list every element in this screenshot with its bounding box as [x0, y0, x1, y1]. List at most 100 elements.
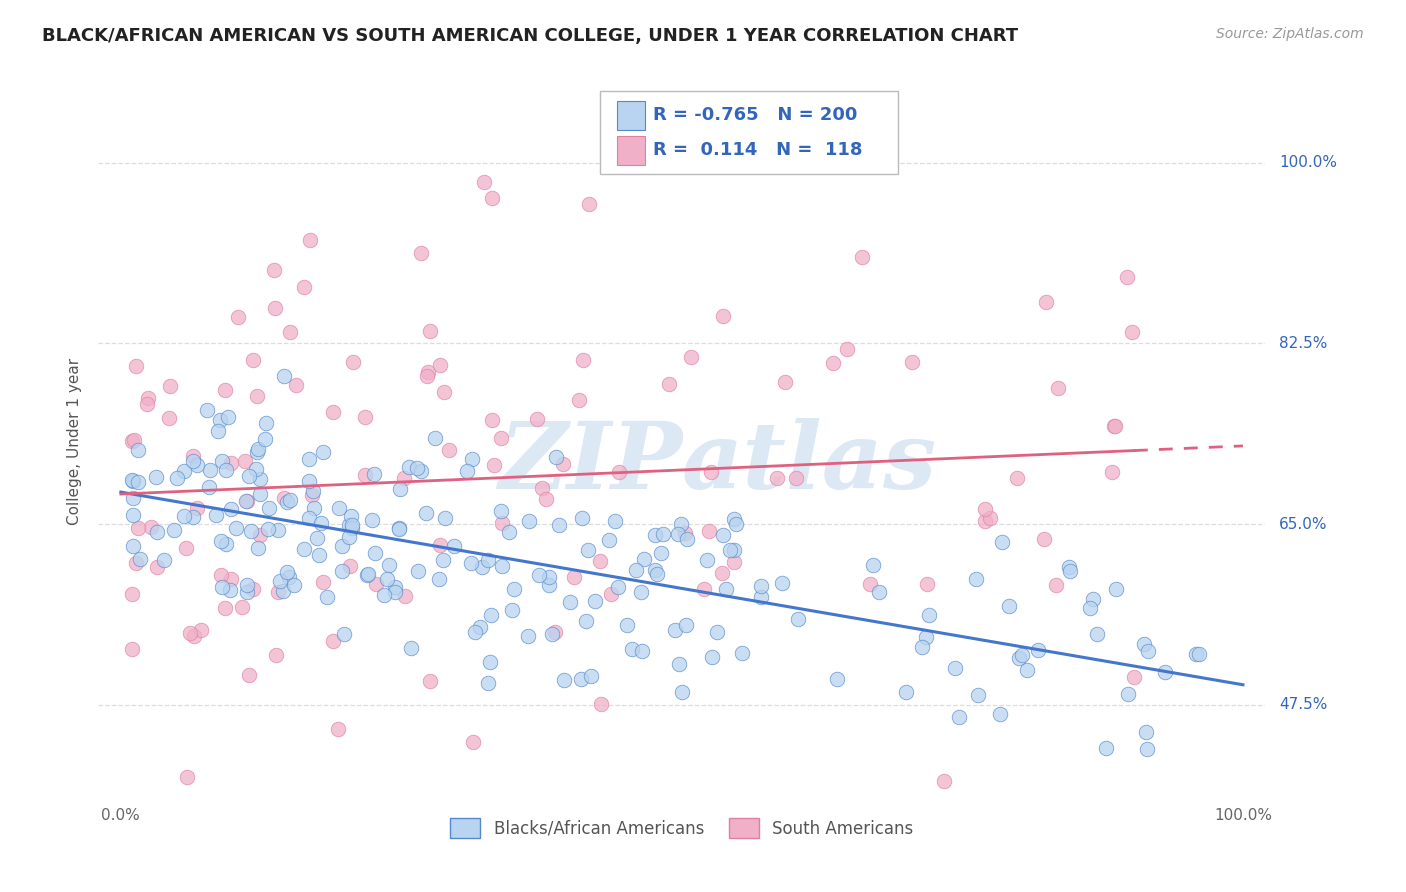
Point — [214, 600, 236, 615]
Point — [696, 553, 718, 567]
Point — [246, 541, 269, 556]
Point — [173, 508, 195, 523]
Point — [572, 353, 595, 368]
Point — [145, 525, 167, 540]
Point — [519, 514, 541, 528]
Point — [434, 510, 457, 524]
Point — [1133, 637, 1156, 651]
Point — [198, 480, 221, 494]
Point — [249, 487, 271, 501]
Point — [579, 668, 602, 682]
Point — [273, 491, 295, 505]
Point — [991, 535, 1014, 549]
Point — [183, 510, 205, 524]
Point — [1033, 532, 1056, 546]
Point — [526, 412, 548, 426]
Point — [1136, 643, 1159, 657]
Point — [283, 577, 305, 591]
Point — [337, 530, 360, 544]
Point — [630, 585, 652, 599]
Point — [1008, 650, 1031, 665]
Point — [308, 548, 330, 562]
Text: BLACK/AFRICAN AMERICAN VS SOUTH AMERICAN COLLEGE, UNDER 1 YEAR CORRELATION CHART: BLACK/AFRICAN AMERICAN VS SOUTH AMERICAN… — [42, 27, 1018, 45]
Point — [1188, 647, 1211, 661]
Point — [481, 413, 503, 427]
Point — [633, 552, 655, 566]
Point — [267, 584, 290, 599]
Point — [292, 542, 315, 557]
Point — [723, 511, 745, 525]
Point — [479, 608, 502, 623]
Point — [238, 469, 260, 483]
Point — [851, 250, 873, 264]
Point — [218, 582, 240, 597]
Point — [246, 445, 269, 459]
Point — [419, 324, 441, 338]
Point — [1005, 471, 1028, 485]
Point — [418, 365, 440, 379]
Point — [551, 457, 574, 471]
Point — [1121, 325, 1143, 339]
Text: 65.0%: 65.0% — [1279, 516, 1327, 532]
Point — [859, 576, 882, 591]
Point — [311, 445, 333, 459]
Point — [713, 309, 735, 323]
Point — [616, 618, 638, 632]
Point — [894, 685, 917, 699]
Point — [498, 525, 520, 540]
Point — [298, 511, 321, 525]
Point — [1104, 418, 1126, 433]
Point — [548, 518, 571, 533]
Point — [676, 533, 699, 547]
Point — [1078, 600, 1101, 615]
Point — [122, 491, 145, 505]
Point — [731, 646, 754, 660]
Point — [301, 488, 323, 502]
Point — [214, 537, 236, 551]
Point — [482, 458, 505, 472]
Point — [479, 655, 502, 669]
Point — [1105, 582, 1128, 597]
Text: atlas: atlas — [682, 418, 938, 508]
Point — [364, 546, 387, 560]
Point — [437, 442, 460, 457]
Point — [645, 566, 668, 581]
Point — [658, 377, 681, 392]
Point — [607, 465, 630, 479]
Point — [236, 585, 259, 599]
Point — [918, 607, 941, 622]
Point — [267, 524, 290, 538]
Point — [706, 625, 728, 640]
Point — [1017, 663, 1039, 677]
Point — [934, 773, 956, 788]
Point — [238, 668, 260, 682]
Point — [477, 676, 499, 690]
Point — [356, 568, 378, 582]
Point — [408, 564, 430, 578]
Point — [599, 587, 621, 601]
Point — [378, 558, 401, 573]
Point — [271, 583, 294, 598]
Point — [340, 517, 363, 532]
Point — [200, 462, 222, 476]
Point — [214, 463, 236, 477]
Point — [209, 568, 232, 582]
Point — [405, 461, 427, 475]
Point — [699, 524, 721, 538]
Point — [354, 467, 377, 482]
Point — [298, 451, 321, 466]
Point — [298, 233, 321, 247]
Point — [568, 392, 591, 407]
Point — [157, 411, 180, 425]
Point — [219, 502, 242, 516]
Point — [121, 473, 143, 487]
Point — [471, 560, 494, 574]
Point — [464, 624, 486, 639]
Point — [503, 582, 526, 597]
Point — [121, 540, 143, 554]
Point — [257, 501, 280, 516]
Point — [354, 409, 377, 424]
Point — [429, 358, 451, 372]
Point — [284, 377, 307, 392]
Point — [388, 522, 411, 536]
